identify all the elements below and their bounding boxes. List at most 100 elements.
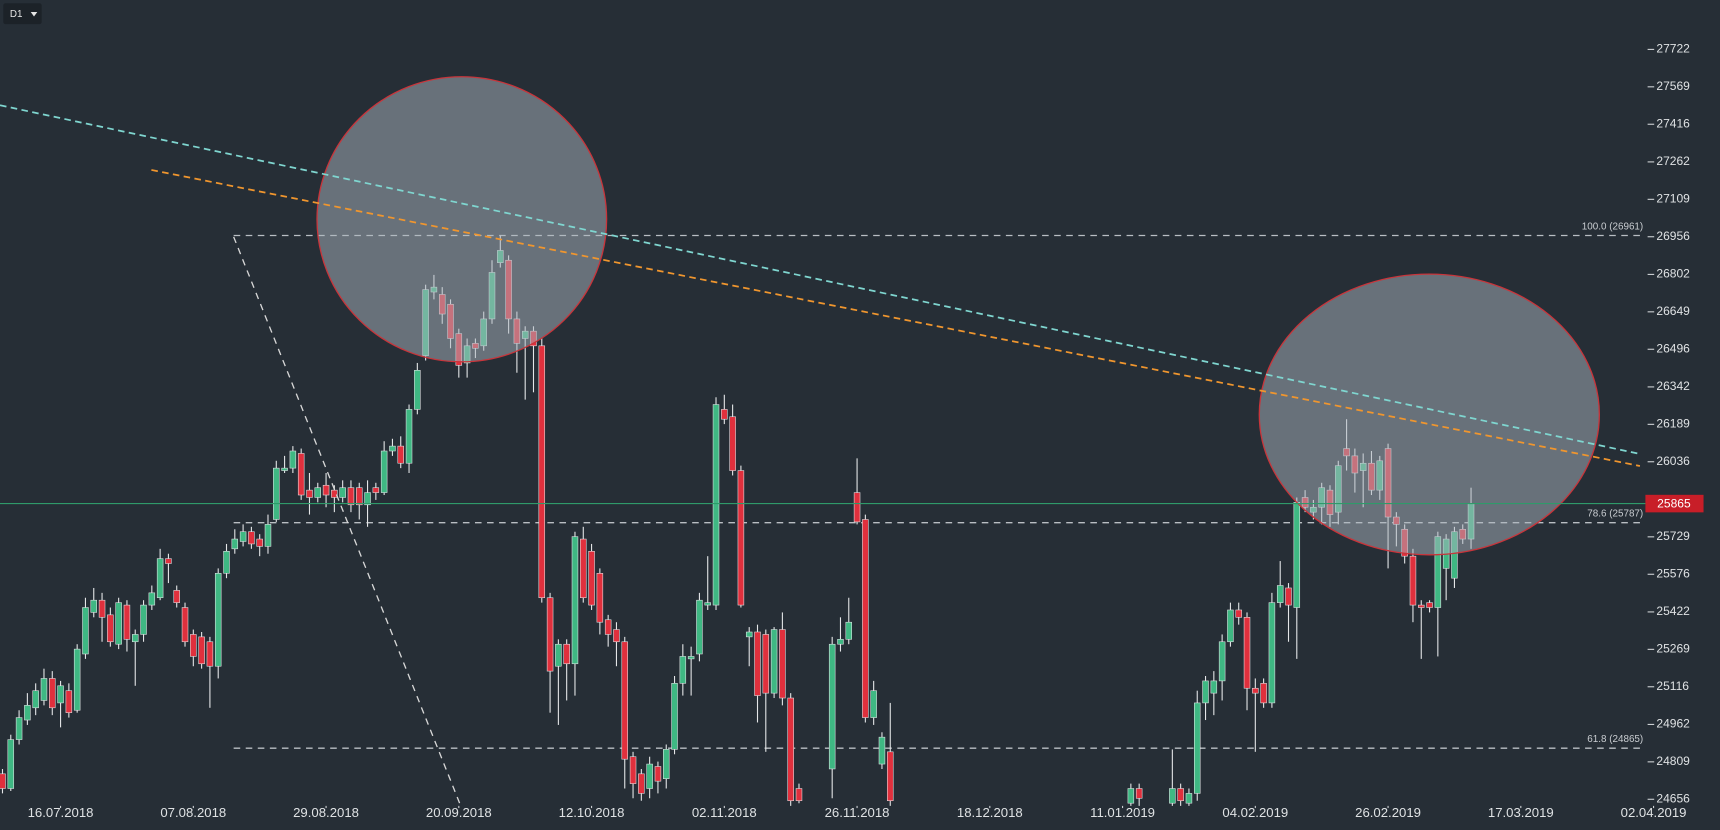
- candle-body: [32, 690, 39, 709]
- dropdown-arrow: [30, 12, 38, 17]
- candle-body: [405, 409, 413, 464]
- candle-body: [273, 467, 280, 520]
- candle-body: [98, 599, 106, 618]
- y-tick-label: 25116: [1656, 679, 1689, 693]
- candle-body: [1185, 793, 1193, 804]
- candle-body: [1194, 702, 1201, 794]
- candle-body: [887, 751, 894, 802]
- candle-body: [1252, 687, 1259, 694]
- candle-body: [397, 445, 404, 464]
- y-tick-label: 27262: [1656, 154, 1690, 168]
- candle-body: [1285, 587, 1292, 606]
- candle-body: [389, 445, 396, 452]
- candle-body: [107, 614, 114, 643]
- candle-body: [231, 538, 239, 550]
- candle-body: [264, 524, 272, 547]
- x-tick-label: 07.08.2018: [160, 805, 226, 820]
- candle-body: [870, 690, 877, 718]
- x-tick-label: 18.12.2018: [957, 805, 1023, 820]
- x-tick-label: 16.07.2018: [28, 805, 94, 820]
- candle-body: [571, 536, 579, 665]
- y-tick-label: 27569: [1656, 79, 1690, 93]
- timeframe-box[interactable]: [3, 3, 42, 25]
- y-tick-label: 26802: [1656, 267, 1690, 281]
- candle-body: [248, 531, 255, 545]
- candle-body: [1418, 604, 1425, 608]
- candle-body: [173, 590, 180, 603]
- candle-body: [712, 404, 720, 606]
- candle-body: [787, 697, 794, 802]
- candle-body: [621, 641, 628, 760]
- candle-body: [239, 531, 247, 542]
- y-tick-label: 26342: [1656, 379, 1690, 393]
- candle-body: [289, 450, 297, 469]
- y-tick-label: 26956: [1656, 229, 1690, 243]
- x-tick-label: 02.11.2018: [692, 805, 757, 820]
- candle-body: [414, 370, 421, 410]
- candle-body: [538, 345, 546, 599]
- y-tick-label: 27722: [1656, 42, 1690, 56]
- trend-line: [151, 169, 1641, 467]
- candle-body: [331, 489, 338, 498]
- candle-body: [745, 631, 753, 638]
- candle-body: [7, 739, 15, 789]
- candle-body: [721, 409, 728, 420]
- axes: 27722 27569 27416 27262 27109 26956 26802 26649…: [0, 42, 1704, 820]
- candle-body: [380, 450, 388, 493]
- candle-body: [90, 599, 97, 613]
- candle-body: [862, 519, 869, 718]
- candle-body: [679, 656, 687, 684]
- x-tick-label: 26.11.2018: [825, 805, 890, 820]
- candle-body: [82, 607, 89, 655]
- last-price-label: 25865: [1657, 496, 1691, 510]
- last-price-box: [1645, 494, 1704, 513]
- candle-body: [1177, 788, 1184, 802]
- timeframe-label[interactable]: D1: [10, 9, 23, 20]
- y-tick-label: 24962: [1656, 717, 1690, 731]
- candle-body: [356, 487, 363, 506]
- y-tick-label: 26496: [1656, 341, 1690, 355]
- candle-body: [737, 470, 745, 606]
- x-tick-label: 11.01.2019: [1090, 805, 1155, 820]
- candle-body: [1218, 641, 1226, 682]
- candle-body: [588, 551, 595, 606]
- candle-body: [214, 573, 222, 667]
- y-tick-label: 26649: [1656, 304, 1690, 318]
- y-tick-label: 24809: [1656, 754, 1690, 768]
- candle-body: [629, 756, 637, 784]
- candle-body: [198, 636, 205, 665]
- y-tick-label: 26189: [1656, 417, 1690, 431]
- fib-diagonal: [233, 236, 462, 807]
- candle-body: [206, 641, 214, 667]
- candle-body: [65, 690, 73, 713]
- x-tick-label: 04.02.2019: [1222, 805, 1288, 820]
- candle-body: [1169, 788, 1176, 804]
- candle-body: [1202, 680, 1209, 704]
- candle-body: [837, 639, 844, 645]
- x-tick-label: 12.10.2018: [559, 805, 625, 820]
- trend-line: [0, 104, 1641, 455]
- highlight-circle: [316, 76, 608, 363]
- y-tick-label: 25576: [1656, 566, 1690, 580]
- candle-body: [181, 607, 189, 643]
- candle-body: [256, 538, 263, 547]
- candle-body: [704, 602, 711, 606]
- highlight-circle: [1258, 273, 1600, 556]
- candle-body: [845, 621, 853, 640]
- candle-body: [546, 597, 554, 672]
- candle-body: [1135, 788, 1143, 799]
- candle-body: [364, 492, 371, 506]
- candle-body: [729, 416, 736, 471]
- candle-body: [115, 602, 122, 645]
- candle-body: [57, 685, 64, 704]
- timeframe-button[interactable]: D1: [3, 3, 42, 25]
- candle-body: [779, 629, 786, 699]
- candle-body: [613, 629, 620, 643]
- candle-body: [1426, 602, 1433, 608]
- candle-body: [687, 656, 695, 660]
- candle-body: [671, 683, 678, 750]
- candle-body: [339, 487, 346, 498]
- candle-body: [15, 717, 23, 740]
- candle-body: [555, 643, 562, 667]
